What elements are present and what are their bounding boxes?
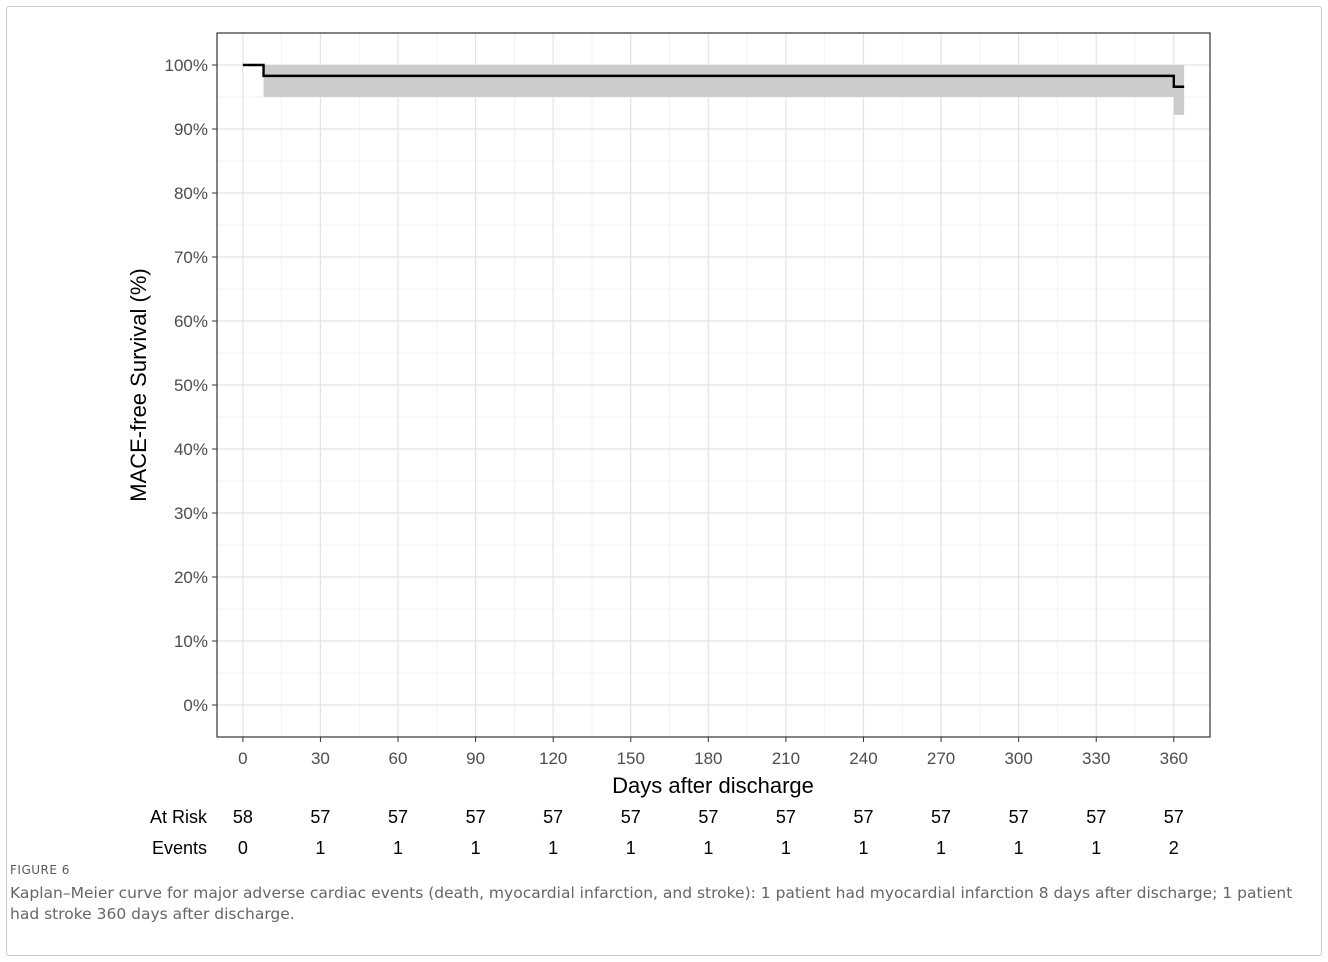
survival-step-line bbox=[242, 63, 1185, 88]
at-risk-value: 57 bbox=[1164, 807, 1184, 827]
figure-caption: Kaplan–Meier curve for major adverse car… bbox=[10, 884, 1293, 923]
events-value: 1 bbox=[936, 838, 946, 858]
major-grid bbox=[217, 33, 1210, 737]
y-tick-label: 20% bbox=[174, 568, 208, 587]
y-tick-label: 30% bbox=[174, 504, 208, 523]
x-tick-label: 90 bbox=[466, 749, 485, 768]
y-tick-label: 100% bbox=[165, 56, 208, 75]
x-tick-label: 300 bbox=[1004, 749, 1032, 768]
events-value: 1 bbox=[858, 838, 868, 858]
risk-table: At Risk Events 58 0 57 1 57 1 57 1 57 1 57 1 57 1 57 1 5… bbox=[150, 807, 1184, 858]
x-tick-label: 210 bbox=[772, 749, 800, 768]
x-axis-label: Days after discharge bbox=[612, 773, 814, 798]
y-tick-label: 0% bbox=[183, 696, 208, 715]
y-tick-label: 60% bbox=[174, 312, 208, 331]
x-tick-label: 60 bbox=[389, 749, 408, 768]
x-tick-label: 270 bbox=[927, 749, 955, 768]
at-risk-value: 57 bbox=[1009, 807, 1029, 827]
events-value: 1 bbox=[548, 838, 558, 858]
x-tick-label: 360 bbox=[1160, 749, 1188, 768]
y-axis-label: MACE-free Survival (%) bbox=[126, 268, 151, 501]
events-value: 2 bbox=[1169, 838, 1179, 858]
events-label: Events bbox=[152, 838, 207, 858]
events-value: 1 bbox=[315, 838, 325, 858]
x-tick-label: 180 bbox=[694, 749, 722, 768]
x-tick-label: 330 bbox=[1082, 749, 1110, 768]
at-risk-value: 58 bbox=[233, 807, 253, 827]
at-risk-value: 57 bbox=[776, 807, 796, 827]
x-tick-label: 120 bbox=[539, 749, 567, 768]
events-value: 1 bbox=[781, 838, 791, 858]
at-risk-value: 57 bbox=[1086, 807, 1106, 827]
events-value: 1 bbox=[626, 838, 636, 858]
figure-label: FIGURE 6 bbox=[10, 863, 70, 877]
y-tick-label: 40% bbox=[174, 440, 208, 459]
events-value: 1 bbox=[393, 838, 403, 858]
y-tick-label: 10% bbox=[174, 632, 208, 651]
km-chart: 0% 10% 20% 30% 40% 50% 60% 70% 80% 90% 100% 0 30 60 9… bbox=[126, 32, 1211, 858]
y-tick-label: 50% bbox=[174, 376, 208, 395]
events-value: 1 bbox=[1014, 838, 1024, 858]
at-risk-value: 57 bbox=[853, 807, 873, 827]
y-tick-label: 90% bbox=[174, 120, 208, 139]
x-tick-label: 240 bbox=[849, 749, 877, 768]
x-tick-label: 150 bbox=[617, 749, 645, 768]
events-value: 1 bbox=[1091, 838, 1101, 858]
y-tick-label: 80% bbox=[174, 184, 208, 203]
at-risk-value: 57 bbox=[310, 807, 330, 827]
y-axis-ticks: 0% 10% 20% 30% 40% 50% 60% 70% 80% 90% 100% bbox=[165, 56, 217, 715]
events-value: 1 bbox=[471, 838, 481, 858]
confidence-band bbox=[263, 65, 1185, 115]
survival-curve bbox=[242, 63, 1185, 88]
events-value: 1 bbox=[703, 838, 713, 858]
events-value: 0 bbox=[238, 838, 248, 858]
y-tick-label: 70% bbox=[174, 248, 208, 267]
at-risk-value: 57 bbox=[466, 807, 486, 827]
at-risk-value: 57 bbox=[698, 807, 718, 827]
at-risk-value: 57 bbox=[621, 807, 641, 827]
at-risk-value: 57 bbox=[931, 807, 951, 827]
x-axis-ticks: 0 30 60 90 120 150 180 210 240 270 300 330 360 bbox=[238, 737, 1188, 768]
x-tick-label: 0 bbox=[238, 749, 247, 768]
x-tick-label: 30 bbox=[311, 749, 330, 768]
at-risk-label: At Risk bbox=[150, 807, 208, 827]
at-risk-value: 57 bbox=[543, 807, 563, 827]
confidence-band-area bbox=[263, 65, 1185, 115]
at-risk-value: 57 bbox=[388, 807, 408, 827]
